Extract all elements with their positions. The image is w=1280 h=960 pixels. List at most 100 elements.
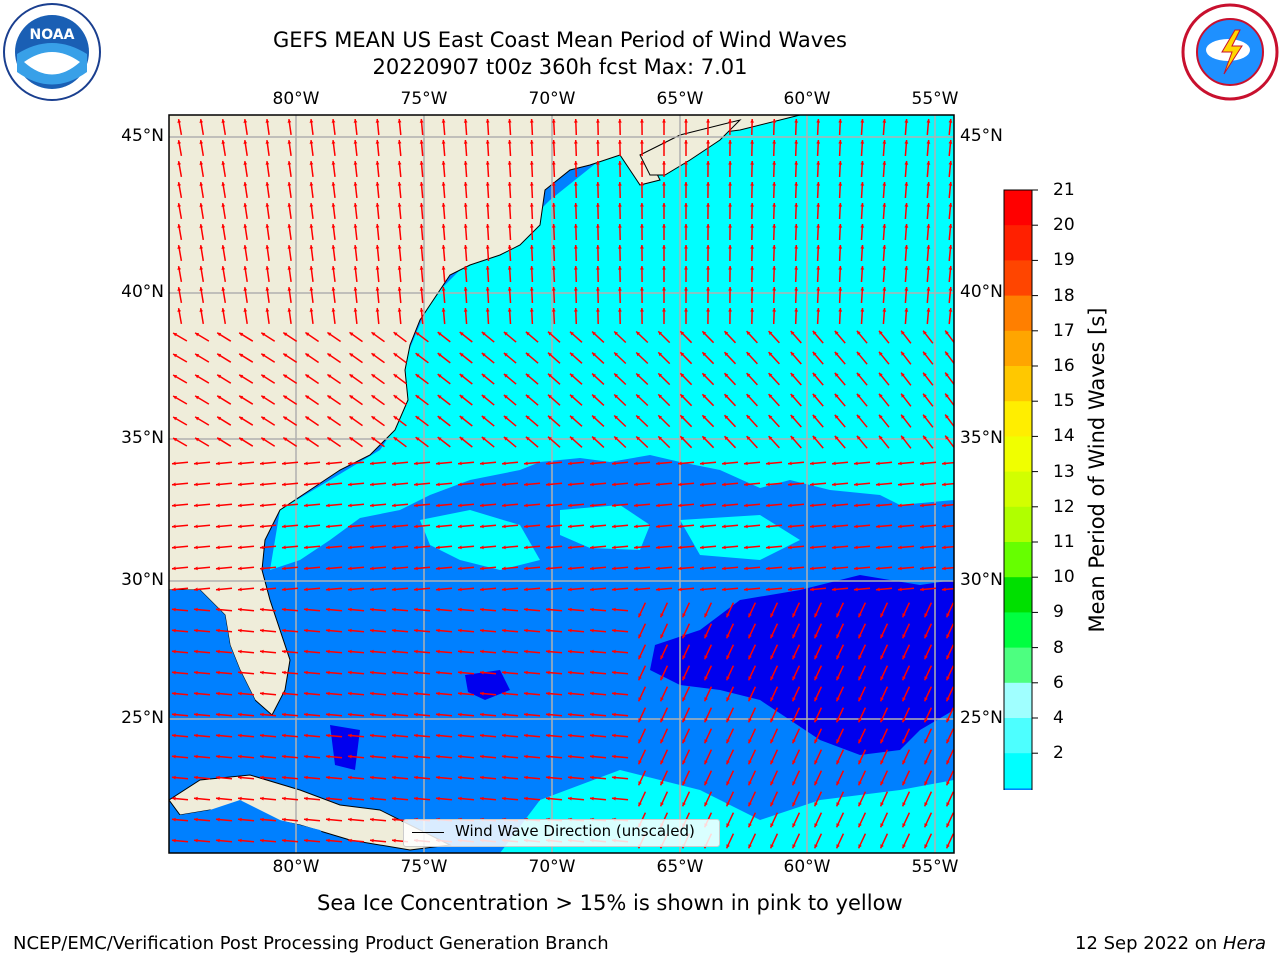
wave-direction-arrowhead <box>678 482 682 487</box>
wave-direction-arrowhead <box>348 545 352 550</box>
wave-direction-arrowhead <box>612 545 616 550</box>
wave-direction-arrowhead <box>596 266 600 270</box>
wave-direction-arrowhead <box>172 628 176 633</box>
wave-direction-arrowhead <box>926 287 931 291</box>
wave-direction-arrowhead <box>880 634 884 639</box>
wave-direction-arrowhead <box>441 224 446 228</box>
wave-direction-arrowhead <box>458 607 462 612</box>
wave-direction-arrowhead <box>370 628 374 633</box>
wave-direction-arrowhead <box>370 796 374 801</box>
wave-direction-arrowhead <box>437 374 442 378</box>
wave-direction-arrowhead <box>304 607 308 612</box>
wave-direction-arrowhead <box>612 482 616 487</box>
wave-direction-arrowhead <box>838 224 843 228</box>
wave-direction-arrowhead <box>726 613 730 618</box>
wave-direction-arrowhead <box>946 802 950 807</box>
sea-ice-note: Sea Ice Concentration > 15% is shown in … <box>317 891 903 915</box>
wave-direction-arrowhead <box>838 308 843 312</box>
wave-direction-arrowhead <box>546 796 550 801</box>
wave-direction-arrowhead <box>463 140 468 144</box>
wave-direction-arrowhead <box>195 353 200 358</box>
wave-direction-arrowhead <box>326 817 330 822</box>
wave-direction-arrowhead <box>902 676 906 681</box>
wave-direction-arrowhead <box>880 802 884 807</box>
wave-direction-arrowhead <box>287 119 292 123</box>
wave-direction-arrowhead <box>502 461 506 466</box>
wave-direction-arrowhead <box>485 224 490 228</box>
wave-direction-arrowhead <box>814 844 818 849</box>
wave-direction-arrowhead <box>924 760 928 765</box>
wave-direction-arrowhead <box>199 287 204 291</box>
wave-direction-arrowhead <box>836 823 840 828</box>
wave-direction-arrowhead <box>221 119 226 123</box>
wave-direction-arrowhead <box>309 245 314 249</box>
wave-direction-arrowhead <box>792 718 796 723</box>
wave-direction-arrowhead <box>948 266 953 270</box>
wave-direction-arrowhead <box>946 613 950 618</box>
wave-direction-arrowhead <box>682 718 686 723</box>
wave-direction-arrowhead <box>678 524 682 529</box>
wave-direction-arrowhead <box>726 781 730 786</box>
wave-direction-arrowhead <box>370 566 374 571</box>
wave-direction-arrowhead <box>788 545 792 550</box>
wave-direction-arrowhead <box>414 754 418 759</box>
wave-direction-arrowhead <box>480 524 484 529</box>
wave-direction-arrowhead <box>282 628 286 633</box>
wave-direction-arrowhead <box>706 287 710 291</box>
wave-direction-arrowhead <box>172 838 176 843</box>
wave-direction-arrowhead <box>945 372 949 377</box>
wave-direction-arrowhead <box>502 545 506 550</box>
wave-direction-arrowhead <box>370 691 374 696</box>
wave-direction-arrowhead <box>437 395 442 399</box>
wave-direction-arrowhead <box>770 718 774 723</box>
wave-direction-arrowhead <box>770 634 774 639</box>
wave-direction-arrowhead <box>945 393 949 398</box>
wave-direction-arrowhead <box>548 331 552 336</box>
wave-direction-arrowhead <box>596 182 600 186</box>
wave-direction-arrowhead <box>216 754 220 759</box>
wave-direction-arrowhead <box>924 697 928 702</box>
wave-direction-arrowhead <box>945 330 949 335</box>
wave-direction-arrowhead <box>816 203 821 207</box>
wave-direction-arrowhead <box>331 140 336 144</box>
wave-direction-arrowhead <box>436 587 440 592</box>
wave-direction-arrowhead <box>816 224 821 228</box>
wave-direction-arrowhead <box>592 415 596 420</box>
wave-direction-arrowhead <box>392 754 396 759</box>
legend-line-swatch <box>412 832 444 833</box>
wave-direction-arrowhead <box>856 393 861 398</box>
lon-tick-bottom: 80°W <box>272 857 320 877</box>
wave-direction-arrowhead <box>882 287 887 291</box>
wave-direction-arrowhead <box>792 823 796 828</box>
wave-direction-arrowhead <box>260 670 264 675</box>
wave-direction-arrowhead <box>529 203 534 207</box>
wave-direction-arrowhead <box>397 287 402 291</box>
noaa-logo-text: NOAA <box>30 27 75 43</box>
wave-direction-arrowhead <box>902 739 906 744</box>
wave-direction-arrowhead <box>858 634 862 639</box>
wave-direction-arrowhead <box>326 733 330 738</box>
wave-direction-arrowhead <box>304 503 308 508</box>
wave-direction-arrowhead <box>436 545 440 550</box>
colorbar-tick-label: 16 <box>1053 356 1075 376</box>
wave-direction-arrowhead <box>349 374 354 378</box>
wave-direction-arrowhead <box>568 545 572 550</box>
wave-direction-arrowhead <box>573 119 578 123</box>
wave-direction-arrowhead <box>728 224 732 228</box>
wave-direction-arrowhead <box>854 482 858 487</box>
wave-direction-arrowhead <box>458 649 462 654</box>
wave-direction-arrowhead <box>525 373 530 378</box>
wave-direction-arrowhead <box>481 415 486 420</box>
wave-direction-arrowhead <box>880 760 884 765</box>
wave-direction-arrowhead <box>612 524 616 529</box>
wave-direction-arrowhead <box>326 796 330 801</box>
footer-credit: NCEP/EMC/Verification Post Processing Pr… <box>13 933 609 954</box>
wave-direction-arrowhead <box>546 566 550 571</box>
wave-direction-arrowhead <box>946 781 950 786</box>
wave-direction-arrowhead <box>948 161 953 165</box>
wave-direction-arrowhead <box>370 712 374 717</box>
wave-direction-arrowhead <box>726 634 730 639</box>
wave-direction-arrowhead <box>348 587 352 592</box>
wave-direction-arrowhead <box>172 775 176 780</box>
wave-direction-arrowhead <box>836 634 840 639</box>
